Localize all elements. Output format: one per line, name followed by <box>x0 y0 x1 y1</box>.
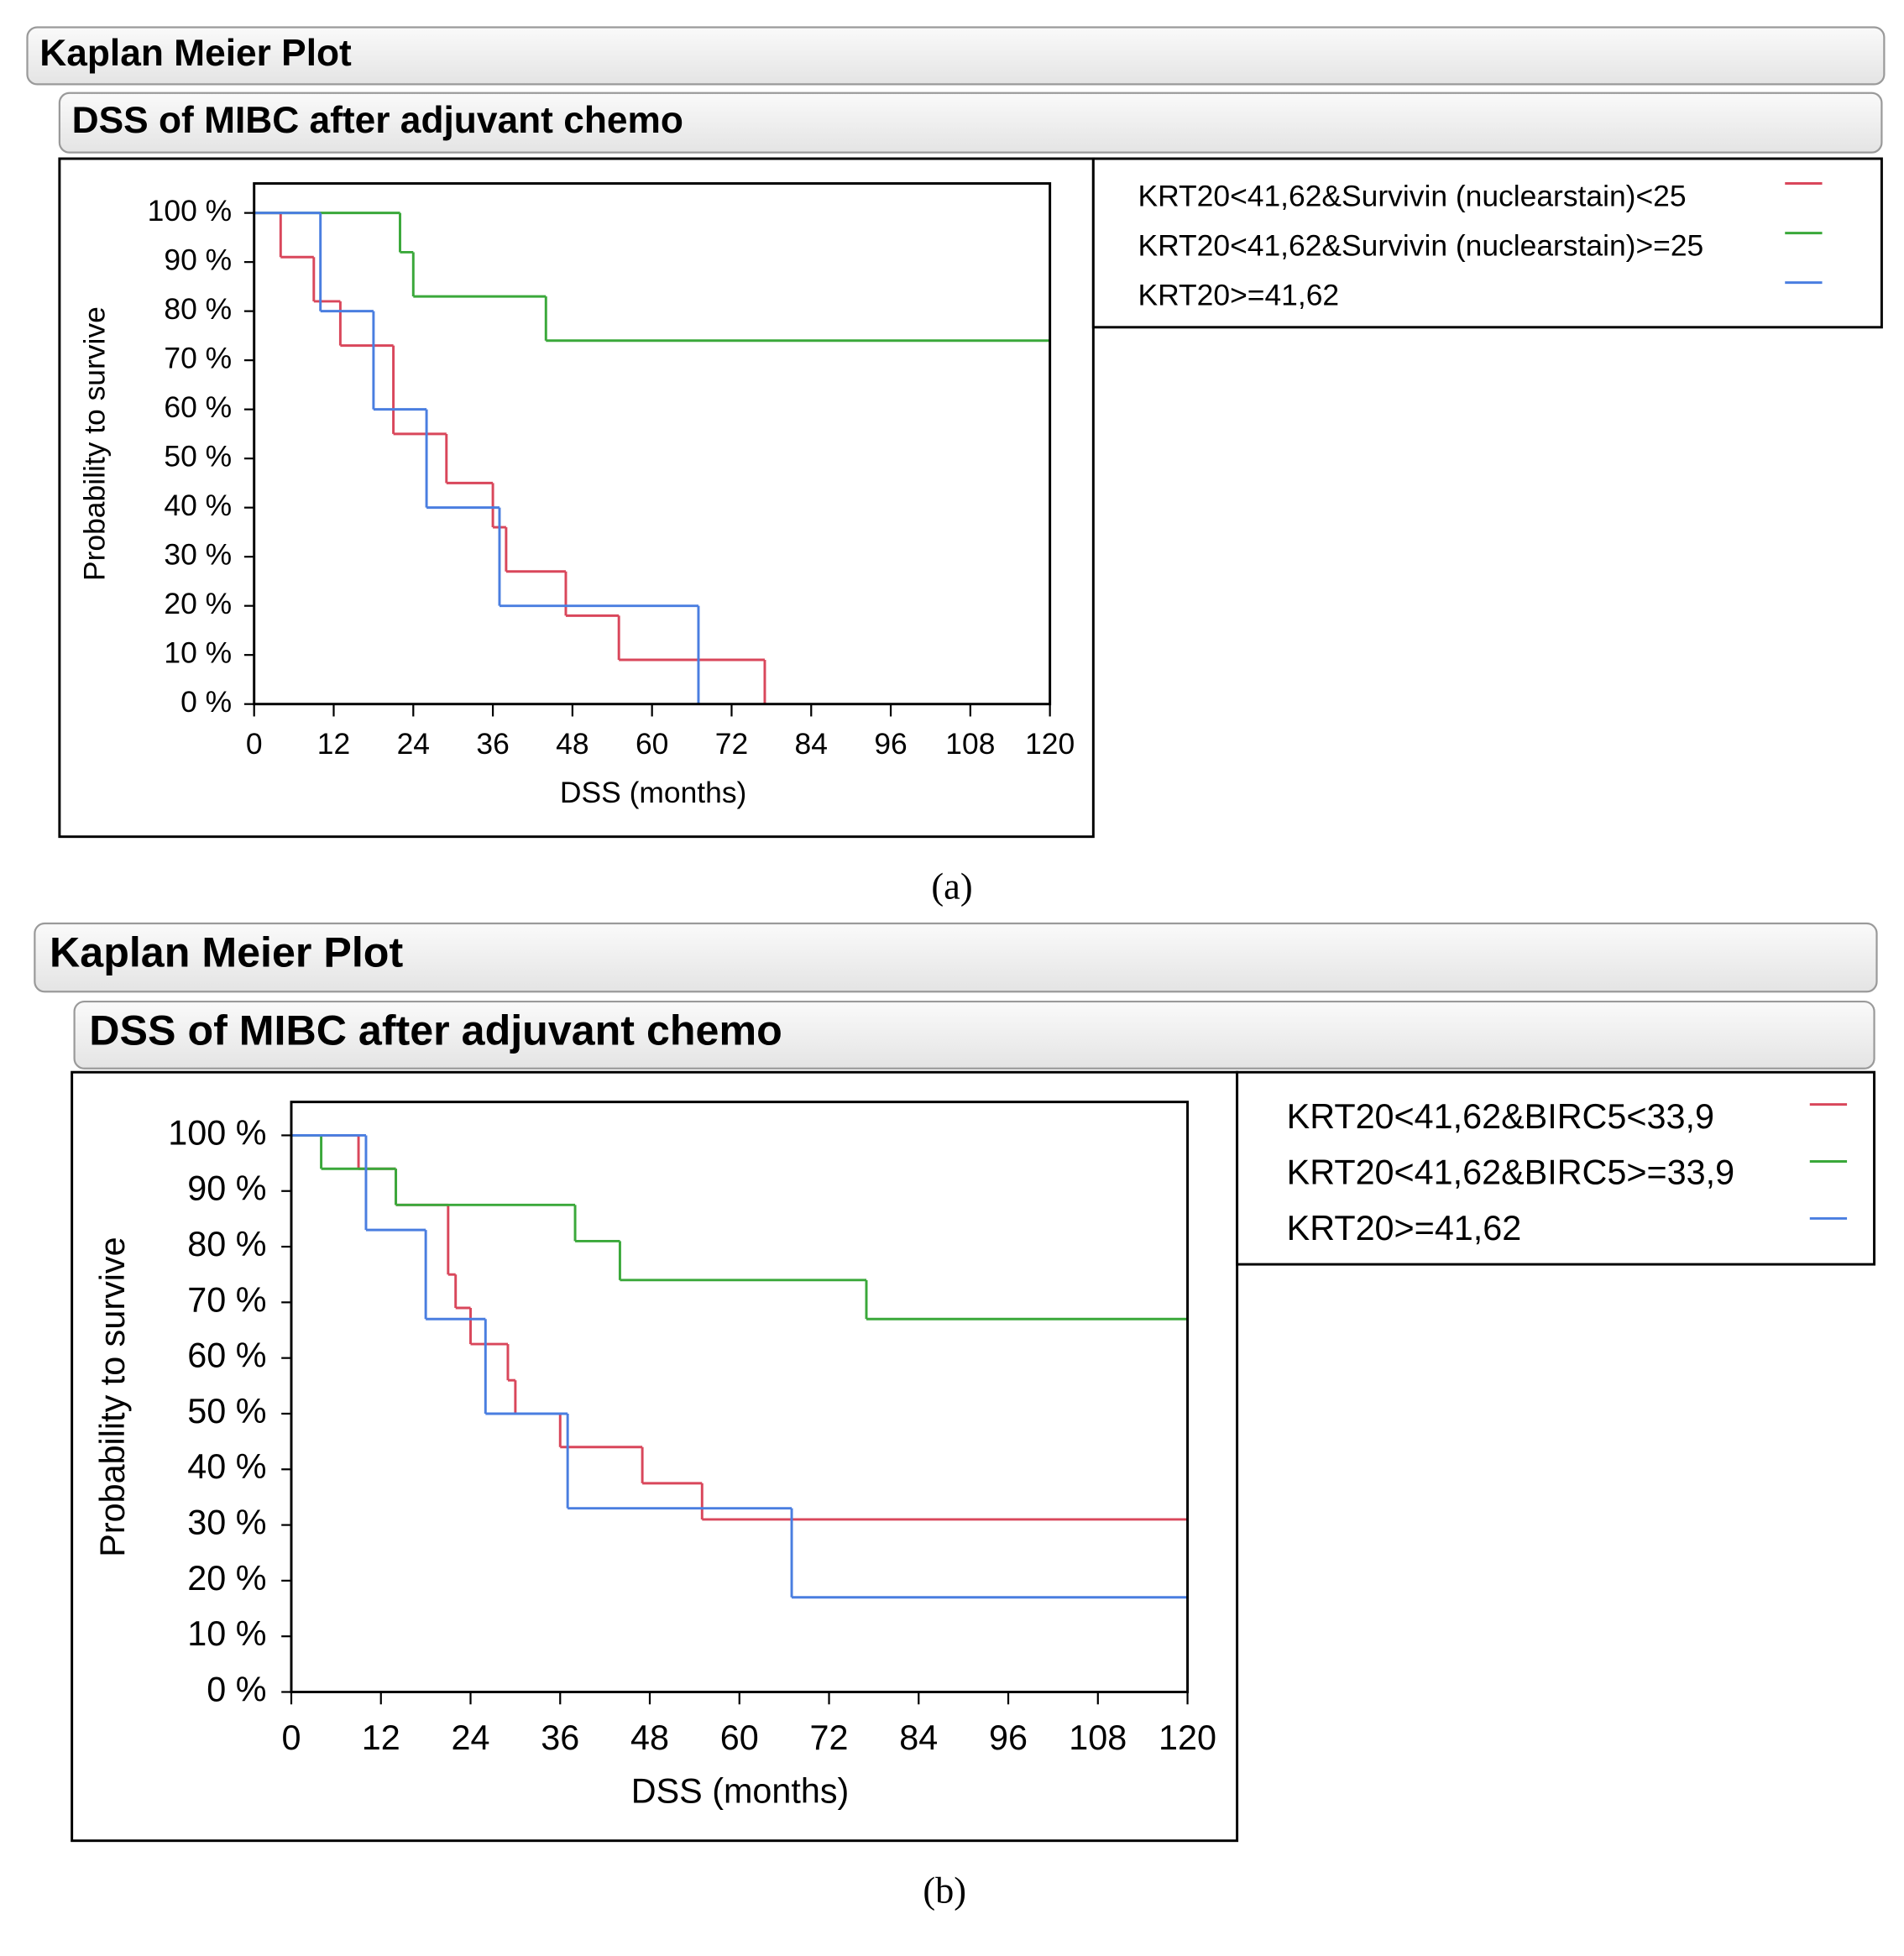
legend-label: KRT20<41,62&Survivin (nuclearstain)>=25 <box>1138 229 1703 263</box>
window-header <box>26 26 1886 86</box>
x-tick-label: 60 <box>720 1718 759 1757</box>
y-tick-label: 70 % <box>187 1280 266 1319</box>
y-tick-label: 20 % <box>187 1559 266 1598</box>
plot-frame <box>290 1101 1190 1693</box>
x-tick-label: 24 <box>397 727 430 761</box>
y-tick-label: 50 % <box>164 440 232 473</box>
x-tick-label: 60 <box>636 727 668 761</box>
caption: (b) <box>923 1870 966 1911</box>
survival-curve <box>254 212 700 704</box>
x-tick-label: 96 <box>989 1718 1028 1757</box>
plot-box <box>71 1070 1239 1843</box>
x-tick-label: 84 <box>899 1718 938 1757</box>
x-tick-label: 36 <box>476 727 509 761</box>
survival-curve <box>254 212 766 704</box>
x-tick-label: 48 <box>630 1718 669 1757</box>
x-tick-label: 12 <box>362 1718 400 1757</box>
y-tick-label: 40 % <box>164 489 232 522</box>
x-tick-label: 24 <box>452 1718 490 1757</box>
y-tick-label: 30 % <box>187 1503 266 1541</box>
x-axis-label: DSS (months) <box>560 776 746 809</box>
caption: (a) <box>931 866 972 907</box>
y-axis-label: Probability to survive <box>78 306 112 581</box>
y-tick-label: 100 % <box>168 1113 266 1152</box>
chart-subtitle: DSS of MIBC after adjuvant chemo <box>89 1007 782 1054</box>
x-tick-label: 0 <box>281 1718 301 1757</box>
legend-label: KRT20<41,62&BIRC5>=33,9 <box>1287 1153 1734 1192</box>
chart-subtitle: DSS of MIBC after adjuvant chemo <box>72 100 683 141</box>
plot-frame <box>253 182 1052 706</box>
y-tick-label: 90 % <box>164 243 232 276</box>
y-tick-label: 10 % <box>187 1614 266 1653</box>
y-tick-label: 0 % <box>180 685 232 719</box>
section-header <box>73 1000 1875 1070</box>
y-tick-label: 100 % <box>148 194 232 228</box>
y-tick-label: 90 % <box>187 1169 266 1208</box>
y-axis-label: Probability to survive <box>93 1237 132 1556</box>
y-tick-label: 50 % <box>187 1392 266 1430</box>
y-tick-label: 10 % <box>164 636 232 670</box>
y-tick-label: 60 % <box>187 1336 266 1375</box>
x-tick-label: 84 <box>795 727 828 761</box>
y-tick-label: 80 % <box>164 292 232 326</box>
plot-box <box>58 157 1095 839</box>
y-tick-label: 20 % <box>164 587 232 620</box>
legend-label: KRT20<41,62&BIRC5<33,9 <box>1287 1097 1714 1136</box>
y-tick-label: 0 % <box>207 1670 266 1708</box>
x-tick-label: 108 <box>1069 1718 1127 1757</box>
x-tick-label: 108 <box>945 727 995 761</box>
survival-curve <box>290 1133 1188 1599</box>
legend-label: KRT20<41,62&Survivin (nuclearstain)<25 <box>1138 180 1686 213</box>
x-tick-label: 72 <box>715 727 748 761</box>
y-tick-label: 30 % <box>164 538 232 572</box>
legend-box <box>1091 157 1883 329</box>
x-tick-label: 72 <box>810 1718 849 1757</box>
x-tick-label: 12 <box>317 727 350 761</box>
survival-curve <box>290 1133 1188 1321</box>
window-header <box>34 922 1878 993</box>
x-axis-label: DSS (months) <box>631 1771 850 1810</box>
x-tick-label: 48 <box>556 727 588 761</box>
x-tick-label: 36 <box>541 1718 579 1757</box>
x-tick-label: 120 <box>1025 727 1075 761</box>
legend-box <box>1236 1070 1876 1266</box>
y-tick-label: 40 % <box>187 1447 266 1486</box>
y-tick-label: 70 % <box>164 342 232 375</box>
chart-title: Kaplan Meier Plot <box>50 929 403 976</box>
survival-curve <box>254 212 1050 343</box>
x-tick-label: 96 <box>874 727 907 761</box>
x-tick-label: 0 <box>246 727 263 761</box>
section-header <box>58 92 1883 154</box>
legend-label: KRT20>=41,62 <box>1138 279 1339 312</box>
x-tick-label: 120 <box>1159 1718 1216 1757</box>
y-tick-label: 60 % <box>164 390 232 424</box>
chart-title: Kaplan Meier Plot <box>39 33 352 74</box>
y-tick-label: 80 % <box>187 1225 266 1263</box>
legend-label: KRT20>=41,62 <box>1287 1209 1522 1247</box>
